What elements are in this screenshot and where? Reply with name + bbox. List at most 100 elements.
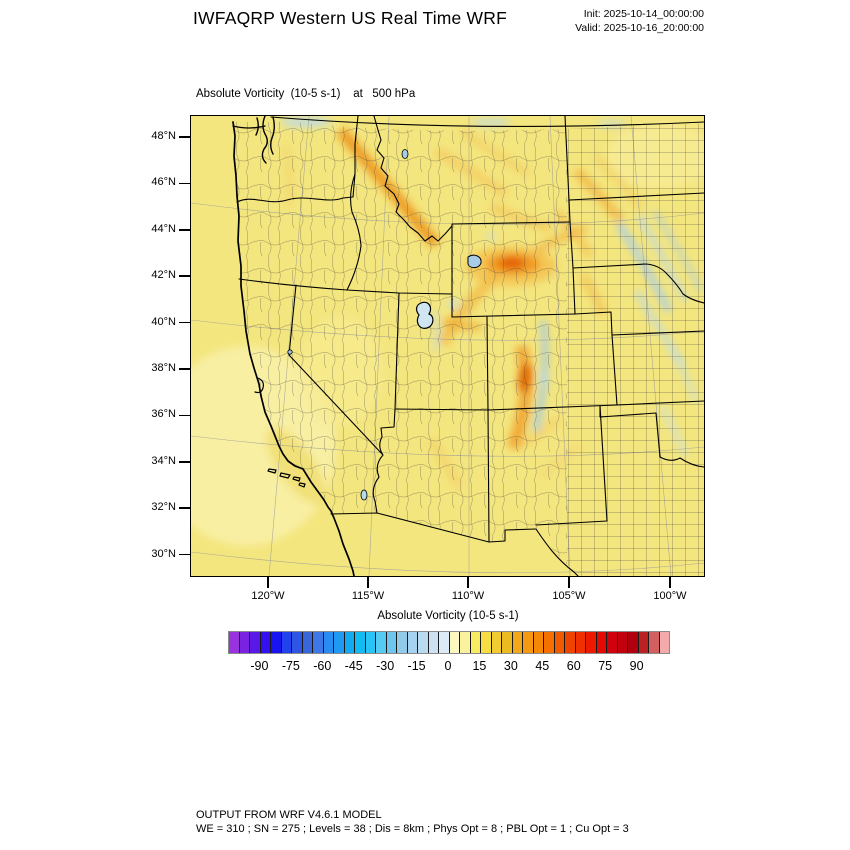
colorbar-cell [281,632,292,653]
colorbar-tick-label: -75 [281,659,300,673]
lat-tick [179,136,190,138]
colorbar-cell [544,632,555,653]
colorbar-cell [607,632,618,653]
colorbar-cell [638,632,649,653]
colorbar-cell [575,632,586,653]
lat-tick [179,507,190,509]
colorbar-cell [533,632,544,653]
colorbar-cell [449,632,460,653]
lat-tick [179,368,190,370]
lon-tick-label: 120°W [251,590,285,602]
lat-tick-label: 48°N [151,130,176,142]
lat-tick-label: 30°N [151,547,176,560]
state-boundaries [236,116,704,576]
colorbar-cell [502,632,513,653]
lon-tick [367,576,369,588]
colorbar-cell [292,632,303,653]
lat-tick-label: 38°N [151,362,176,374]
colorbar-tick-label: -30 [376,659,395,673]
colorbar-cell [334,632,345,653]
colorbar-tick-label: -15 [407,659,426,673]
lat-tick [179,553,190,556]
model-version-line: OUTPUT FROM WRF V4.6.1 MODEL [196,809,382,821]
lon-tick-label: 105°W [552,590,586,602]
lake-tahoe [287,349,293,355]
lat-tick-label: 44°N [151,222,176,235]
colorbar-tick-label: 60 [566,659,581,673]
colorbar-cell [239,632,250,653]
lat-tick-label: 46°N [151,176,176,189]
colorbar-cell [313,632,324,653]
valid-time: Valid: 2025-10-16_20:00:00 [575,22,704,34]
lat-tick-label: 34°N [151,454,176,467]
lat-tick-label: 36°N [151,408,176,421]
colorbar-cell [554,632,565,653]
lat-tick [179,182,190,185]
colorbar-cell [344,632,355,653]
colorbar-tick-label: 15 [472,659,487,673]
salton-sea [360,489,368,501]
vorticity-map [191,116,704,576]
colorbar-cell [565,632,576,653]
colorbar-cell [460,632,471,653]
colorbar-tick-label: -60 [313,659,332,673]
colorbar-cell [523,632,534,653]
colorbar-cell [250,632,261,653]
colorbar-cell [586,632,597,653]
colorbar-cell [418,632,429,653]
lat-tick-label: 42°N [151,269,176,282]
colorbar-cell [407,632,418,653]
model-config-line: WE = 310 ; SN = 275 ; Levels = 38 ; Dis … [196,823,629,835]
colorbar-cell [470,632,481,653]
lakes [287,149,482,501]
great-salt-lake [415,301,434,329]
lon-tick-label: 100°W [653,590,687,602]
colorbar-cell [302,632,313,653]
lat-tick [179,414,190,417]
coastline [232,116,355,576]
colorbar-cell [397,632,408,653]
colorbar-cell [365,632,376,653]
lon-tick-label: 110°W [451,590,485,602]
init-time: Init: 2025-10-14_00:00:00 [583,8,704,20]
map-layers [191,116,704,576]
map-panel [190,115,705,577]
lon-tick [568,576,570,588]
lat-tick [179,461,190,463]
colorbar-cell [596,632,607,653]
colorbar-cell [428,632,439,653]
colorbar-tick-label: 90 [629,659,644,673]
colorbar-cell [439,632,450,653]
colorbar-tick-label: 45 [535,659,550,673]
colorbar-cell [323,632,334,653]
lat-tick [179,321,190,324]
colorbar-cell [628,632,639,653]
colorbar-title: Absolute Vorticity (10-5 s-1) [377,610,519,622]
colorbar-cell [386,632,397,653]
colorbar-cell [260,632,271,653]
lat-tick [179,229,190,231]
colorbar-tick-label: -45 [344,659,363,673]
colorbar [228,631,670,654]
model-info: OUTPUT FROM WRF V4.6.1 MODEL WE = 310 ; … [196,808,629,836]
lat-tick [179,275,190,277]
flathead-lake [401,149,409,159]
field-subtitle: Absolute Vorticity (10-5 s-1) at 500 hPa [196,88,416,100]
county-boundaries [233,122,704,576]
lat-tick-label: 32°N [151,501,176,514]
colorbar-cell [481,632,492,653]
yellowstone-lake [467,254,482,269]
colorbar-cell [617,632,628,653]
colorbar-cell [355,632,366,653]
lon-tick-label: 115°W [351,590,385,602]
lon-tick [669,576,671,588]
colorbar-cell [376,632,387,653]
lon-tick [467,576,469,588]
lat-tick-label: 40°N [151,315,176,328]
colorbar-tick-label: -90 [250,659,269,673]
colorbar-cell [659,632,669,653]
lon-tick [267,576,269,588]
colorbar-cell [229,632,240,653]
colorbar-cell [512,632,523,653]
